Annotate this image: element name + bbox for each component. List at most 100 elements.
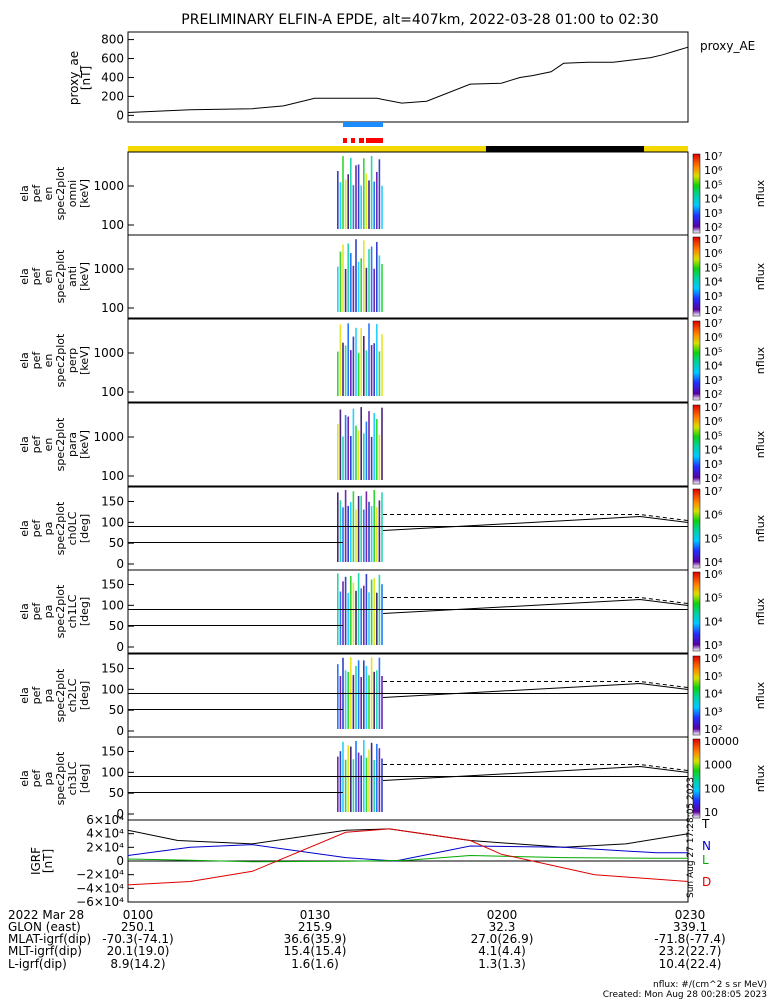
colorbar (692, 488, 701, 569)
colorbar-tick-label: 10⁵ (704, 178, 722, 191)
colorbar-tick-label: 10⁴ (704, 556, 723, 569)
colorbar-tick-label: 10000 (704, 735, 739, 748)
spectrogram-data-strip (373, 671, 375, 729)
footer-row-value: 0130 (300, 908, 331, 922)
footer-row-value: 8.9(14.2) (110, 957, 165, 971)
spectrogram-data-strip (357, 430, 360, 480)
spectrogram-data-strip (381, 758, 383, 812)
colorbar-tick-label: 10⁴ (704, 276, 723, 289)
footer-row-label: MLAT-igrf(dip) (8, 932, 91, 946)
created-stamp: Created: Mon Aug 28 00:28:05 2023 (603, 990, 767, 1000)
colorbar-tick-label: 10⁴ (704, 193, 723, 206)
spectrogram-data-strip (373, 343, 375, 396)
colorbar (692, 571, 701, 652)
science-zone-bar-blue (343, 122, 383, 127)
colorbar-tick-label: 10³ (704, 458, 722, 471)
spectrogram-data-strip (337, 266, 339, 312)
spectrogram-ylabel: ch2LC (66, 678, 79, 712)
spectrogram-data-strip (342, 507, 344, 562)
igrf-ytick-label: 0 (116, 854, 124, 868)
colorbar-tick-label: 10⁶ (704, 331, 723, 344)
spectrogram-ylabel: spec2plot (54, 668, 67, 722)
spectrogram-ylabel: pef (30, 184, 43, 203)
colorbar-tick-label: 10⁵ (704, 592, 722, 605)
spectrogram-data-strip (350, 253, 352, 312)
spectrogram-data-strip (378, 500, 381, 562)
spectrogram-ytick-label: 1000 (93, 262, 124, 276)
spectrogram-data-strip (352, 265, 355, 312)
spectrogram-data-strip (344, 670, 347, 729)
plot-title: PRELIMINARY ELFIN-A EPDE, alt=407km, 202… (181, 12, 658, 28)
spectrogram-data-strip (344, 759, 347, 812)
spectrogram-frame (127, 318, 689, 403)
spectrogram-ylabel: en (42, 354, 55, 368)
footer-row-value: 20.1(19.0) (107, 944, 170, 958)
spectrogram-data-strip (350, 575, 352, 645)
spectrogram-data-strip (344, 179, 347, 229)
side-timestamp: Sun Aug 27 17:28:05 2023 (686, 777, 696, 898)
colorbar-label: nflux (754, 514, 767, 542)
spectrogram-ytick-label: 100 (101, 301, 124, 315)
colorbar-tick-label: 10⁵ (704, 261, 722, 274)
spectrogram-ylabel: omni (66, 180, 79, 207)
colorbar-tick-label: 10⁶ (704, 415, 723, 428)
spectrogram-data-strip (376, 592, 378, 645)
spectrogram-ylabel: spec2plot (54, 249, 67, 303)
spectrogram-data-strip (352, 759, 355, 812)
colorbar-tick-label: 10⁶ (704, 247, 723, 260)
colorbar-tick-label: 10⁵ (704, 345, 722, 358)
spectrogram-data-strip (360, 328, 362, 396)
spectrogram-ylabel: ch3LC (66, 761, 79, 795)
spectrogram-data-strip (365, 350, 368, 396)
spectrogram-data-strip (365, 173, 368, 229)
spectrogram-data-strip (368, 180, 370, 229)
igrf-ylabel: IGRF (29, 847, 43, 875)
colorbar-tick-label: 10⁷ (704, 401, 722, 414)
igrf-ytick-label: 6×10⁴ (86, 813, 124, 827)
spectrogram-data-strip (370, 436, 373, 480)
footer-row-value: 0200 (487, 908, 518, 922)
spectrogram-data-strip (355, 327, 357, 396)
pitch-angle-ytick-label: 150 (101, 578, 124, 592)
spectrogram-ylabel: pa (42, 522, 55, 536)
colorbar-label: nflux (754, 681, 767, 709)
shadow-bar-black (486, 146, 644, 152)
colorbar (692, 320, 701, 401)
spectrogram-data-strip (368, 411, 370, 480)
spectrogram-data-strip (363, 585, 365, 645)
spectrogram-data-strip (357, 353, 360, 396)
proxy-ae-legend: proxy_AE (700, 39, 755, 53)
spectrogram-data-strip (350, 350, 352, 396)
spectrogram-data-strip (357, 261, 360, 312)
spectrogram-data-strip (339, 676, 342, 729)
spectrogram-data-strip (337, 171, 339, 229)
spectrogram-data-strip (339, 409, 342, 480)
spectrogram-data-strip (347, 671, 349, 729)
pitch-angle-ytick-label: 100 (101, 515, 124, 529)
spectrogram-ytick-label: 1000 (93, 346, 124, 360)
anti-loss-cone-line (383, 764, 689, 771)
igrf-ytick-label: −2×10⁴ (76, 868, 124, 882)
igrf-legend-label: T (701, 817, 710, 831)
footer-row-value: 15.4(15.4) (284, 944, 347, 958)
spectrogram-ylabel: spec2plot (54, 166, 67, 220)
colorbar-tick-label: 10⁵ (704, 670, 722, 683)
spectrogram-data-strip (339, 251, 342, 312)
colorbar-tick-label: 10⁶ (704, 509, 723, 522)
spectrogram-data-strip (363, 660, 365, 729)
igrf-ytick-label: 4×10⁴ (86, 827, 124, 841)
spectrogram-data-strip (368, 323, 370, 396)
spectrogram-frame (127, 402, 689, 487)
spectrogram-ylabel: spec2plot (54, 333, 67, 387)
footer-row-label: GLON (east) (8, 920, 81, 934)
spectrogram-data-strip (370, 345, 373, 396)
spectrogram-data-strip (373, 268, 375, 312)
proxy-ae-ytick-label: 200 (101, 89, 124, 103)
spectrogram-data-strip (355, 665, 357, 729)
spectrogram-ytick-label: 1000 (93, 179, 124, 193)
igrf-ylabel: [nT] (41, 849, 55, 873)
spectrogram-data-strip (342, 342, 344, 396)
colorbar-tick-label: 10⁷ (704, 485, 722, 498)
spectrogram-data-strip (347, 323, 349, 396)
spectrogram-ylabel: pa (42, 689, 55, 703)
